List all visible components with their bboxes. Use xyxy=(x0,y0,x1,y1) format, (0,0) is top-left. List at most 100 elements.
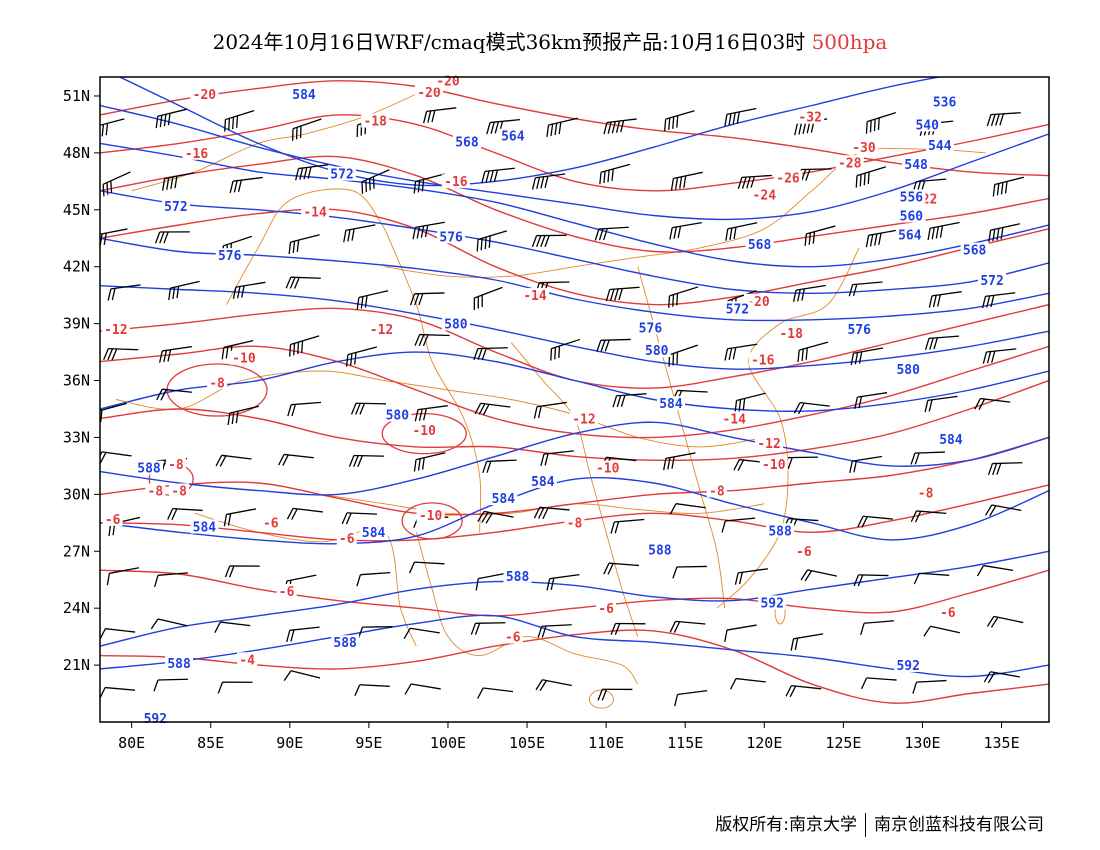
temperature-label: -6 xyxy=(598,602,614,617)
temperature-label-bg xyxy=(596,601,617,616)
wind-barb xyxy=(286,507,323,520)
wind-barb xyxy=(103,348,139,361)
wind-barb xyxy=(670,171,703,191)
wind-barb xyxy=(474,402,511,416)
height-label: 564 xyxy=(501,130,525,145)
height-label-bg xyxy=(383,407,412,422)
height-label-bg xyxy=(215,248,244,263)
wind-barb xyxy=(987,462,1023,476)
wind-barb xyxy=(486,119,520,135)
wind-barb xyxy=(599,163,631,185)
wind-barb xyxy=(724,624,757,642)
wind-barb xyxy=(361,169,390,194)
wind-barb xyxy=(153,678,188,692)
wind-barb xyxy=(849,455,882,474)
temperature-label: -6 xyxy=(940,606,956,621)
wind-barb xyxy=(610,518,645,534)
height-label: 576 xyxy=(847,323,871,338)
height-label: 584 xyxy=(193,521,217,536)
wind-barb xyxy=(100,402,128,423)
height-label-bg xyxy=(960,242,989,257)
temperature-label-bg xyxy=(416,508,445,523)
temperature-label: -26 xyxy=(776,171,800,186)
height-label: 576 xyxy=(639,321,663,336)
wind-barb xyxy=(540,450,574,466)
height-label-bg xyxy=(745,236,774,251)
temperature-contours xyxy=(100,80,1049,704)
wind-barb xyxy=(535,679,572,692)
height-label-bg xyxy=(528,473,557,488)
height-label: 584 xyxy=(362,526,386,541)
wind-barb xyxy=(610,622,646,635)
wind-barb xyxy=(785,684,822,698)
lat-tick-label: 33N xyxy=(63,428,90,446)
temperature-label-bg xyxy=(145,483,166,498)
height-label: 588 xyxy=(333,636,357,651)
height-label: 580 xyxy=(896,363,920,378)
wind-barb xyxy=(597,688,633,701)
wind-barb xyxy=(927,221,960,241)
height-label-bg xyxy=(902,157,931,172)
temperature-label-bg xyxy=(414,85,443,100)
wind-barb xyxy=(409,292,445,306)
temperature-label: -4 xyxy=(239,653,255,668)
height-label: 584 xyxy=(659,397,683,412)
height-label-bg xyxy=(503,568,532,583)
wind-barb xyxy=(287,401,322,417)
lon-tick-label: 125E xyxy=(825,734,861,752)
lon-tick-label: 85E xyxy=(197,734,224,752)
wind-barb xyxy=(594,226,629,241)
wind-barb xyxy=(910,510,947,523)
wind-barb xyxy=(232,281,266,300)
height-label-bg xyxy=(359,525,388,540)
height-contour-line xyxy=(100,477,1049,545)
wind-barb xyxy=(477,687,514,699)
temperature-label-bg xyxy=(182,145,211,160)
map-title: 2024年10月16日WRF/cmaq模式36km预报产品:10月16日03时 … xyxy=(0,26,1100,55)
wind-barb xyxy=(476,230,508,252)
wind-barb xyxy=(404,683,441,695)
wind-barb xyxy=(669,503,706,515)
wind-barb xyxy=(865,112,896,134)
wind-barb xyxy=(603,562,639,575)
wind-barb xyxy=(912,679,947,694)
height-label-bg xyxy=(936,432,965,447)
wind-barb xyxy=(674,689,708,707)
temperature-label-bg xyxy=(367,322,396,337)
wind-barb xyxy=(482,459,517,474)
wind-barb xyxy=(790,633,824,651)
height-label-bg xyxy=(766,523,795,538)
height-label-bg xyxy=(642,343,671,358)
wind-barb xyxy=(475,572,508,591)
wind-barb xyxy=(106,567,140,586)
wind-barb xyxy=(100,118,125,137)
wind-barb xyxy=(156,388,193,401)
height-label-bg xyxy=(897,189,926,204)
wind-barb xyxy=(408,561,445,574)
temperature-label: -8 xyxy=(209,376,225,391)
temperature-label: -12 xyxy=(370,323,393,338)
lat-tick-label: 51N xyxy=(63,87,90,105)
height-contour-line xyxy=(100,237,1049,322)
wind-barb xyxy=(155,108,188,129)
wind-barb xyxy=(283,670,321,682)
temperature-closed-contour xyxy=(381,412,467,455)
wind-barb xyxy=(860,620,894,635)
temperature-contour-line xyxy=(100,379,1049,462)
temperature-label-bg xyxy=(169,483,190,498)
wind-barb xyxy=(348,454,384,468)
temperature-label: -8 xyxy=(918,486,934,501)
lon-tick-label: 90E xyxy=(276,734,303,752)
height-label-bg xyxy=(290,86,319,101)
wind-barb xyxy=(853,574,889,587)
wind-barb xyxy=(986,615,1024,628)
temperature-label-bg xyxy=(165,456,186,471)
wind-barb xyxy=(285,276,321,289)
wind-barb xyxy=(354,684,390,696)
wind-barb xyxy=(413,173,445,194)
temperature-label: -14 xyxy=(723,412,747,427)
height-label: 572 xyxy=(330,168,353,183)
border-line xyxy=(415,532,639,685)
height-label-bg xyxy=(897,208,926,223)
temperature-label: -12 xyxy=(757,437,780,452)
